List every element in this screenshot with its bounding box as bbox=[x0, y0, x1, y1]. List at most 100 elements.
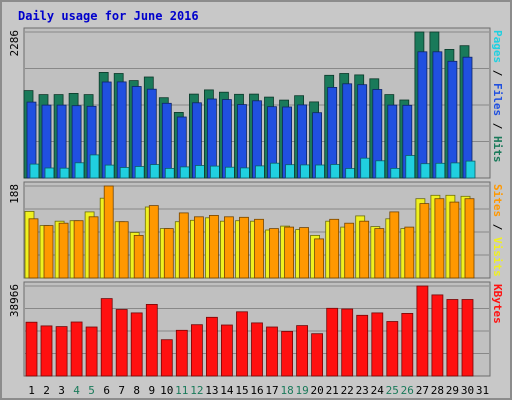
x-tick-label-day-12: 12 bbox=[190, 384, 203, 397]
x-tick-label-day-10: 10 bbox=[160, 384, 173, 397]
bar-visits-sites-day-4 bbox=[73, 220, 84, 279]
bar-kbytes-kbytes-day-7 bbox=[115, 309, 128, 377]
x-tick-label-day-24: 24 bbox=[371, 384, 385, 397]
bar-visits-sites-day-11 bbox=[178, 212, 189, 279]
bar-hits-pages-day-10 bbox=[164, 167, 175, 179]
legend-entry-hits: Hits bbox=[491, 136, 504, 163]
bar-visits-sites-day-13 bbox=[208, 214, 219, 279]
panel-kbytes-ymax-label: 38966 bbox=[8, 284, 21, 317]
bar-hits-pages-day-22 bbox=[345, 168, 356, 179]
legend-separator: / bbox=[491, 217, 504, 237]
x-tick-label-day-2: 2 bbox=[43, 384, 50, 397]
bar-hits-pages-day-15 bbox=[240, 167, 250, 179]
x-tick-label-day-5: 5 bbox=[88, 384, 95, 397]
bar-hits-pages-day-11 bbox=[179, 166, 190, 179]
legend-separator: / bbox=[491, 116, 504, 136]
bar-visits-sites-day-6 bbox=[103, 185, 114, 279]
bar-hits-files-day-8 bbox=[131, 86, 142, 179]
x-tick-label-day-25: 25 bbox=[386, 384, 399, 397]
panel-visits-ymax-label: 188 bbox=[8, 184, 21, 204]
bar-visits-sites-day-7 bbox=[118, 221, 129, 279]
x-tick-label-day-19: 19 bbox=[295, 384, 308, 397]
bar-hits-pages-day-16 bbox=[255, 165, 265, 179]
bar-visits-sites-day-22 bbox=[344, 222, 355, 279]
bar-visits-sites-day-2 bbox=[43, 225, 54, 279]
bar-visits-sites-day-3 bbox=[58, 222, 69, 279]
x-tick-label-day-13: 13 bbox=[205, 384, 218, 397]
x-tick-label-day-6: 6 bbox=[103, 384, 110, 397]
bar-kbytes-kbytes-day-29 bbox=[446, 299, 459, 377]
bar-hits-pages-day-2 bbox=[44, 167, 55, 179]
bar-kbytes-kbytes-day-4 bbox=[70, 321, 83, 377]
x-tick-label-day-30: 30 bbox=[461, 384, 474, 397]
x-tick-label-day-8: 8 bbox=[133, 384, 140, 397]
bar-hits-files-day-2 bbox=[41, 104, 52, 179]
bar-hits-pages-day-6 bbox=[104, 164, 115, 179]
chart-title: Daily usage for June 2016 bbox=[18, 9, 199, 23]
bar-hits-pages-day-24 bbox=[375, 160, 386, 179]
x-tick-label-day-21: 21 bbox=[326, 384, 339, 397]
bar-hits-files-day-22 bbox=[342, 83, 353, 179]
bar-kbytes-kbytes-day-10 bbox=[160, 339, 173, 377]
bar-hits-pages-day-28 bbox=[435, 162, 446, 179]
bar-visits-sites-day-1 bbox=[28, 218, 39, 279]
x-tick-label-day-4: 4 bbox=[73, 384, 80, 397]
bar-hits-pages-day-30 bbox=[465, 160, 476, 179]
bar-hits-files-day-25 bbox=[387, 104, 398, 179]
bar-visits-sites-day-28 bbox=[434, 198, 445, 279]
x-tick-label-day-7: 7 bbox=[118, 384, 125, 397]
bar-hits-files-day-6 bbox=[101, 81, 112, 179]
bar-visits-sites-day-21 bbox=[329, 218, 340, 279]
bar-visits-sites-day-8 bbox=[133, 234, 144, 279]
x-tick-label-day-18: 18 bbox=[280, 384, 293, 397]
bar-kbytes-kbytes-day-18 bbox=[281, 330, 294, 377]
bar-hits-files-day-27 bbox=[417, 51, 428, 179]
bar-visits-sites-day-23 bbox=[359, 220, 370, 279]
bar-kbytes-kbytes-day-11 bbox=[175, 329, 188, 377]
bar-kbytes-kbytes-day-6 bbox=[100, 298, 113, 377]
bar-visits-sites-day-14 bbox=[223, 216, 234, 279]
bar-visits-sites-day-24 bbox=[374, 228, 385, 279]
bar-hits-pages-day-8 bbox=[134, 166, 145, 179]
bar-hits-pages-day-18 bbox=[285, 164, 296, 179]
bar-kbytes-kbytes-day-3 bbox=[55, 326, 68, 377]
x-tick-label-day-28: 28 bbox=[431, 384, 444, 397]
bar-hits-pages-day-4 bbox=[74, 162, 85, 179]
x-tick-label-day-1: 1 bbox=[28, 384, 35, 397]
bar-kbytes-kbytes-day-15 bbox=[236, 311, 248, 377]
bar-hits-pages-day-3 bbox=[59, 167, 70, 179]
x-tick-label-day-3: 3 bbox=[58, 384, 65, 397]
bar-hits-pages-day-20 bbox=[315, 164, 326, 179]
legend-entry-sites: Sites bbox=[491, 184, 504, 217]
bar-hits-pages-day-21 bbox=[330, 164, 341, 179]
bar-visits-sites-day-18 bbox=[284, 226, 295, 279]
bar-kbytes-kbytes-day-22 bbox=[341, 308, 354, 377]
x-tick-label-day-26: 26 bbox=[401, 384, 414, 397]
bar-kbytes-kbytes-day-2 bbox=[40, 325, 53, 377]
bar-hits-pages-day-7 bbox=[119, 167, 130, 179]
bar-hits-pages-day-1 bbox=[29, 163, 40, 179]
bar-hits-pages-day-12 bbox=[194, 165, 205, 179]
bar-kbytes-kbytes-day-16 bbox=[251, 322, 263, 377]
bar-kbytes-kbytes-day-30 bbox=[461, 299, 474, 377]
panel-hits-ymax-label: 2286 bbox=[8, 30, 21, 57]
bar-kbytes-kbytes-day-9 bbox=[145, 303, 158, 377]
bar-hits-pages-day-23 bbox=[360, 157, 371, 179]
panel-visits-legend: Sites / Visits bbox=[491, 184, 504, 277]
x-tick-label-day-17: 17 bbox=[265, 384, 278, 397]
x-tick-label-day-31: 31 bbox=[476, 384, 489, 397]
bar-hits-pages-day-29 bbox=[450, 162, 461, 179]
bar-kbytes-kbytes-day-23 bbox=[356, 314, 369, 377]
bar-visits-sites-day-15 bbox=[239, 216, 249, 279]
x-tick-label-day-27: 27 bbox=[416, 384, 429, 397]
bar-kbytes-kbytes-day-14 bbox=[220, 324, 233, 377]
bar-kbytes-kbytes-day-8 bbox=[130, 312, 143, 377]
bar-visits-sites-day-9 bbox=[148, 205, 159, 279]
bar-visits-sites-day-26 bbox=[404, 226, 415, 279]
x-tick-label-day-15: 15 bbox=[235, 384, 248, 397]
legend-entry-kbytes: KBytes bbox=[491, 284, 504, 324]
bar-visits-sites-day-19 bbox=[299, 227, 310, 279]
bar-hits-pages-day-26 bbox=[405, 155, 416, 179]
panel-kbytes-legend: KBytes bbox=[491, 284, 504, 324]
